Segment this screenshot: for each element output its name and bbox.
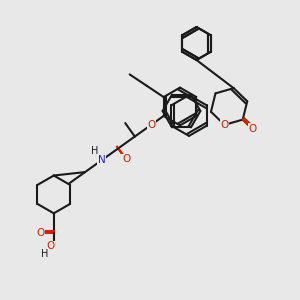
Text: O: O [248,124,256,134]
Text: H: H [41,249,49,259]
Text: O: O [36,228,44,238]
Text: O: O [147,120,156,130]
Text: O: O [220,120,229,130]
Text: H: H [91,146,99,156]
Text: O: O [122,154,130,164]
Text: N: N [98,155,106,165]
Text: O: O [47,241,55,251]
